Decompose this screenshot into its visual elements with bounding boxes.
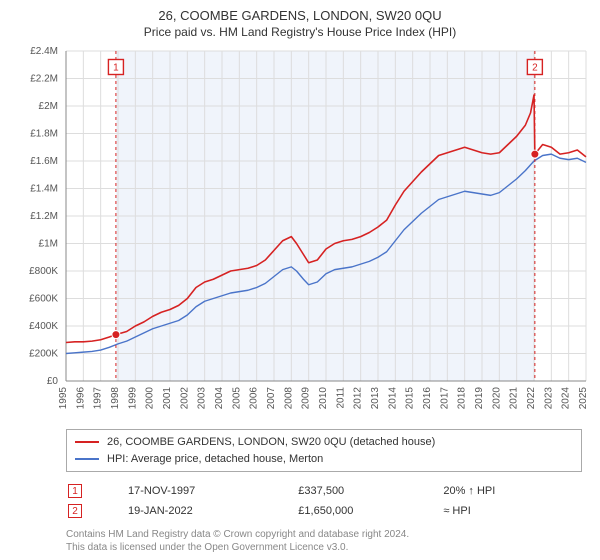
svg-text:£1.4M: £1.4M: [30, 184, 58, 195]
chart-subtitle: Price paid vs. HM Land Registry's House …: [10, 25, 590, 39]
legend-swatch: [75, 458, 99, 460]
svg-text:2018: 2018: [457, 387, 468, 410]
sale-date: 17-NOV-1997: [128, 482, 296, 500]
price-chart: £0 £200K £400K £600K £800K £1M £1.2M £1.4M £1.6M…: [10, 45, 596, 423]
svg-text:£1.8M: £1.8M: [30, 129, 58, 140]
svg-text:1997: 1997: [93, 387, 104, 410]
svg-text:2007: 2007: [266, 387, 277, 410]
legend-item: HPI: Average price, detached house, Mert…: [75, 451, 573, 468]
legend-item: 26, COOMBE GARDENS, LONDON, SW20 0QU (de…: [75, 434, 573, 451]
legend-label: 26, COOMBE GARDENS, LONDON, SW20 0QU (de…: [107, 434, 435, 451]
svg-text:£1.2M: £1.2M: [30, 211, 58, 222]
sales-table: 1 17-NOV-1997 £337,500 20% ↑ HPI 2 19-JA…: [66, 480, 582, 522]
footer-line: This data is licensed under the Open Gov…: [66, 541, 582, 554]
svg-text:£1.6M: £1.6M: [30, 156, 58, 167]
svg-text:1999: 1999: [127, 387, 138, 410]
svg-text:2024: 2024: [561, 387, 572, 410]
svg-text:£600K: £600K: [29, 294, 58, 305]
sale-delta: 20% ↑ HPI: [443, 482, 580, 500]
svg-text:£400K: £400K: [29, 321, 58, 332]
svg-text:2010: 2010: [318, 387, 329, 410]
svg-text:2004: 2004: [214, 387, 225, 410]
svg-text:1996: 1996: [75, 387, 86, 410]
svg-text:2008: 2008: [283, 387, 294, 410]
svg-text:2011: 2011: [335, 387, 346, 409]
svg-text:1: 1: [113, 63, 119, 74]
sale-price: £337,500: [298, 482, 441, 500]
footer-line: Contains HM Land Registry data © Crown c…: [66, 528, 582, 541]
footer: Contains HM Land Registry data © Crown c…: [66, 528, 582, 554]
chart-container: 26, COOMBE GARDENS, LONDON, SW20 0QU Pri…: [0, 0, 600, 560]
legend-swatch: [75, 441, 99, 443]
svg-text:2002: 2002: [179, 387, 190, 410]
svg-text:2021: 2021: [509, 387, 520, 410]
svg-text:£200K: £200K: [29, 349, 58, 360]
svg-text:2000: 2000: [145, 387, 156, 410]
svg-text:£2M: £2M: [39, 101, 58, 112]
svg-text:2: 2: [532, 63, 538, 74]
svg-text:2019: 2019: [474, 387, 485, 410]
svg-text:2009: 2009: [301, 387, 312, 410]
sale-delta: ≈ HPI: [443, 502, 580, 520]
svg-text:2001: 2001: [162, 387, 173, 410]
title-block: 26, COOMBE GARDENS, LONDON, SW20 0QU Pri…: [10, 8, 590, 45]
svg-text:1995: 1995: [58, 387, 69, 410]
chart-title: 26, COOMBE GARDENS, LONDON, SW20 0QU: [10, 8, 590, 23]
svg-text:1998: 1998: [110, 387, 121, 410]
legend-label: HPI: Average price, detached house, Mert…: [107, 451, 323, 468]
svg-text:2003: 2003: [197, 387, 208, 410]
table-row: 2 19-JAN-2022 £1,650,000 ≈ HPI: [68, 502, 580, 520]
svg-text:£2.4M: £2.4M: [30, 46, 58, 57]
sale-price: £1,650,000: [298, 502, 441, 520]
sale-date: 19-JAN-2022: [128, 502, 296, 520]
svg-text:2020: 2020: [491, 387, 502, 410]
svg-text:2012: 2012: [353, 387, 364, 410]
marker-badge: 2: [68, 504, 82, 518]
svg-text:2023: 2023: [543, 387, 554, 410]
svg-text:2025: 2025: [578, 387, 589, 410]
svg-text:2013: 2013: [370, 387, 381, 410]
svg-text:2022: 2022: [526, 387, 537, 410]
svg-text:2005: 2005: [231, 387, 242, 410]
marker-badge: 1: [68, 484, 82, 498]
svg-text:2015: 2015: [405, 387, 416, 410]
svg-text:2006: 2006: [249, 387, 260, 410]
svg-text:£2.2M: £2.2M: [30, 74, 58, 85]
table-row: 1 17-NOV-1997 £337,500 20% ↑ HPI: [68, 482, 580, 500]
legend: 26, COOMBE GARDENS, LONDON, SW20 0QU (de…: [66, 429, 582, 472]
svg-text:£1M: £1M: [39, 239, 58, 250]
svg-text:£0: £0: [47, 376, 59, 387]
svg-text:£800K: £800K: [29, 266, 58, 277]
svg-text:2017: 2017: [439, 387, 450, 410]
svg-text:2014: 2014: [387, 387, 398, 410]
svg-text:2016: 2016: [422, 387, 433, 410]
